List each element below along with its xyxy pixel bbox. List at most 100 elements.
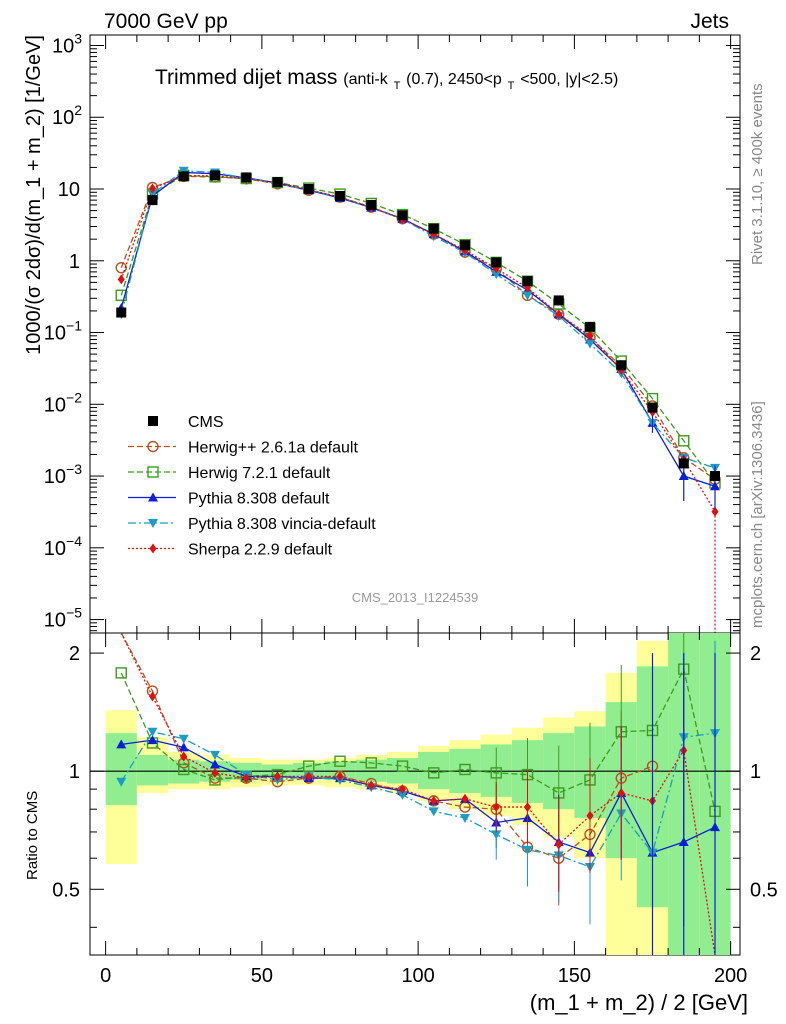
main-series-point bbox=[522, 291, 533, 301]
ratio-series-point bbox=[334, 755, 346, 767]
header-left: 7000 GeV pp bbox=[104, 10, 228, 33]
main-y-tick-label: 1 bbox=[69, 251, 80, 273]
main-y-tick-label: 10−3 bbox=[44, 461, 82, 488]
ratio-series-point bbox=[178, 734, 189, 744]
cms-data-point bbox=[303, 184, 314, 195]
legend-marker-cms bbox=[148, 416, 158, 426]
x-tick-label: 0 bbox=[100, 965, 111, 987]
ratio-y-tick-label-right: 1 bbox=[750, 761, 761, 783]
ratio-series-point bbox=[303, 760, 315, 772]
main-series-point bbox=[491, 270, 502, 280]
ratio-series-point bbox=[586, 810, 594, 821]
watermark-analysis: CMS_2013_I1224539 bbox=[352, 590, 479, 605]
cms-data-point bbox=[147, 195, 158, 206]
ratio-series-point bbox=[211, 767, 219, 778]
cms-data-point bbox=[116, 307, 127, 318]
x-tick-label: 50 bbox=[251, 965, 273, 987]
ratio-band-inner bbox=[136, 754, 169, 786]
main-series-group bbox=[115, 166, 721, 633]
cms-data-point bbox=[585, 321, 595, 332]
main-series-point bbox=[585, 339, 595, 349]
legend-marker bbox=[147, 466, 159, 478]
main-y-tick-label: 10 bbox=[58, 179, 80, 201]
ratio-series-point bbox=[336, 771, 344, 782]
ratio-series-point bbox=[491, 830, 502, 840]
ratio-series-point bbox=[397, 790, 408, 800]
main-series-line bbox=[120, 170, 716, 469]
cms-data-point bbox=[616, 360, 627, 371]
ratio-series-point bbox=[365, 757, 377, 769]
cms-data-point bbox=[210, 170, 220, 181]
x-axis-label: (m_1 + m_2) / 2 [GeV] bbox=[530, 990, 748, 1015]
ratio-series-point bbox=[367, 780, 375, 791]
main-series-point bbox=[555, 309, 563, 320]
ratio-series-point bbox=[147, 727, 158, 737]
ratio-ticks: 0 50 100 150 200 0.5 0.5 1 1 2 2 bbox=[52, 633, 778, 987]
ratio-series-point bbox=[428, 767, 440, 779]
cms-data-point bbox=[647, 402, 658, 413]
ratio-series-point bbox=[116, 739, 127, 749]
cms-data-point bbox=[710, 471, 720, 482]
ratio-series-point bbox=[274, 771, 281, 782]
ratio-y-tick-label-left: 1 bbox=[69, 761, 80, 783]
ratio-series-point bbox=[210, 750, 220, 760]
ratio-series-point bbox=[492, 802, 500, 813]
ratio-y-tick-label-left: 0.5 bbox=[52, 879, 80, 901]
main-y-tick-label: 10−5 bbox=[44, 605, 82, 632]
header-right: Jets bbox=[690, 10, 729, 33]
main-series-point bbox=[149, 183, 156, 194]
cms-data-point bbox=[397, 210, 408, 221]
ratio-series-point bbox=[210, 759, 220, 769]
x-tick-label: 100 bbox=[401, 965, 434, 987]
title-main: Trimmed dijet mass bbox=[155, 66, 337, 89]
main-series-line bbox=[120, 174, 716, 484]
main-series-point bbox=[711, 506, 719, 517]
main-x-ticks bbox=[105, 35, 732, 633]
main-panel: 10−5 10−4 10−3 10−2 10−1 1 10 102 103 Trimmed di… bbox=[23, 30, 741, 634]
ratio-series-point bbox=[490, 767, 502, 779]
ratio-series-point bbox=[178, 763, 190, 776]
cms-data-point bbox=[460, 240, 470, 251]
title-sub-3: (0.7), 2450<p bbox=[406, 71, 502, 88]
ratio-series-point bbox=[522, 845, 533, 855]
main-y-tick-label: 102 bbox=[52, 102, 82, 129]
title-sub-5: <500, |y|<2.5) bbox=[520, 71, 618, 88]
ratio-y-tick-label-right: 0.5 bbox=[750, 879, 778, 901]
ratio-series-point bbox=[430, 795, 438, 806]
legend-marker bbox=[148, 519, 158, 528]
cms-data-point bbox=[272, 177, 283, 188]
ratio-y-tick-label-left: 2 bbox=[69, 643, 80, 665]
ratio-series-point bbox=[149, 691, 156, 702]
main-y-tick-label: 10−4 bbox=[44, 533, 82, 560]
legend-label: Herwig 7.2.1 default bbox=[188, 465, 331, 482]
cms-data-point bbox=[678, 458, 689, 469]
ratio-series-point bbox=[428, 807, 439, 817]
ratio-series-point bbox=[461, 793, 469, 804]
ratio-series-point bbox=[555, 839, 563, 850]
ratio-series-point bbox=[242, 773, 250, 784]
main-series-point bbox=[115, 262, 127, 274]
ratio-series-line bbox=[121, 739, 716, 854]
cms-data-point bbox=[241, 172, 252, 183]
ratio-series-line bbox=[120, 731, 716, 868]
legend-marker bbox=[148, 492, 158, 502]
main-y-axis-label: 1000/(σ 2dσ)/d(m_1 + m_2) [1/GeV] bbox=[23, 35, 45, 355]
ratio-series-point bbox=[617, 787, 625, 798]
legend: CMS Herwig++ 2.6.1a default Herwig 7.2.1 d… bbox=[128, 414, 376, 559]
x-tick-label: 200 bbox=[714, 965, 747, 987]
cms-data-point bbox=[428, 223, 439, 234]
ratio-series-group bbox=[115, 632, 721, 956]
ratio-series-point bbox=[180, 751, 188, 762]
cms-data-point bbox=[553, 295, 564, 306]
ratio-panel-frame bbox=[89, 632, 741, 956]
rivet-version-label: Rivet 3.1.10, ≥ 400k events bbox=[749, 83, 766, 265]
ratio-series-point bbox=[396, 760, 409, 772]
x-tick-label: 150 bbox=[558, 965, 591, 987]
legend-label: Pythia 8.308 vincia-default bbox=[188, 516, 376, 533]
ratio-series-point bbox=[305, 771, 313, 782]
ratio-series-point bbox=[524, 802, 531, 813]
ratio-series-point bbox=[399, 784, 406, 795]
main-y-tick-label: 10−2 bbox=[44, 389, 82, 416]
legend-label: Herwig++ 2.6.1a default bbox=[188, 440, 358, 457]
cms-data-point bbox=[366, 199, 377, 210]
